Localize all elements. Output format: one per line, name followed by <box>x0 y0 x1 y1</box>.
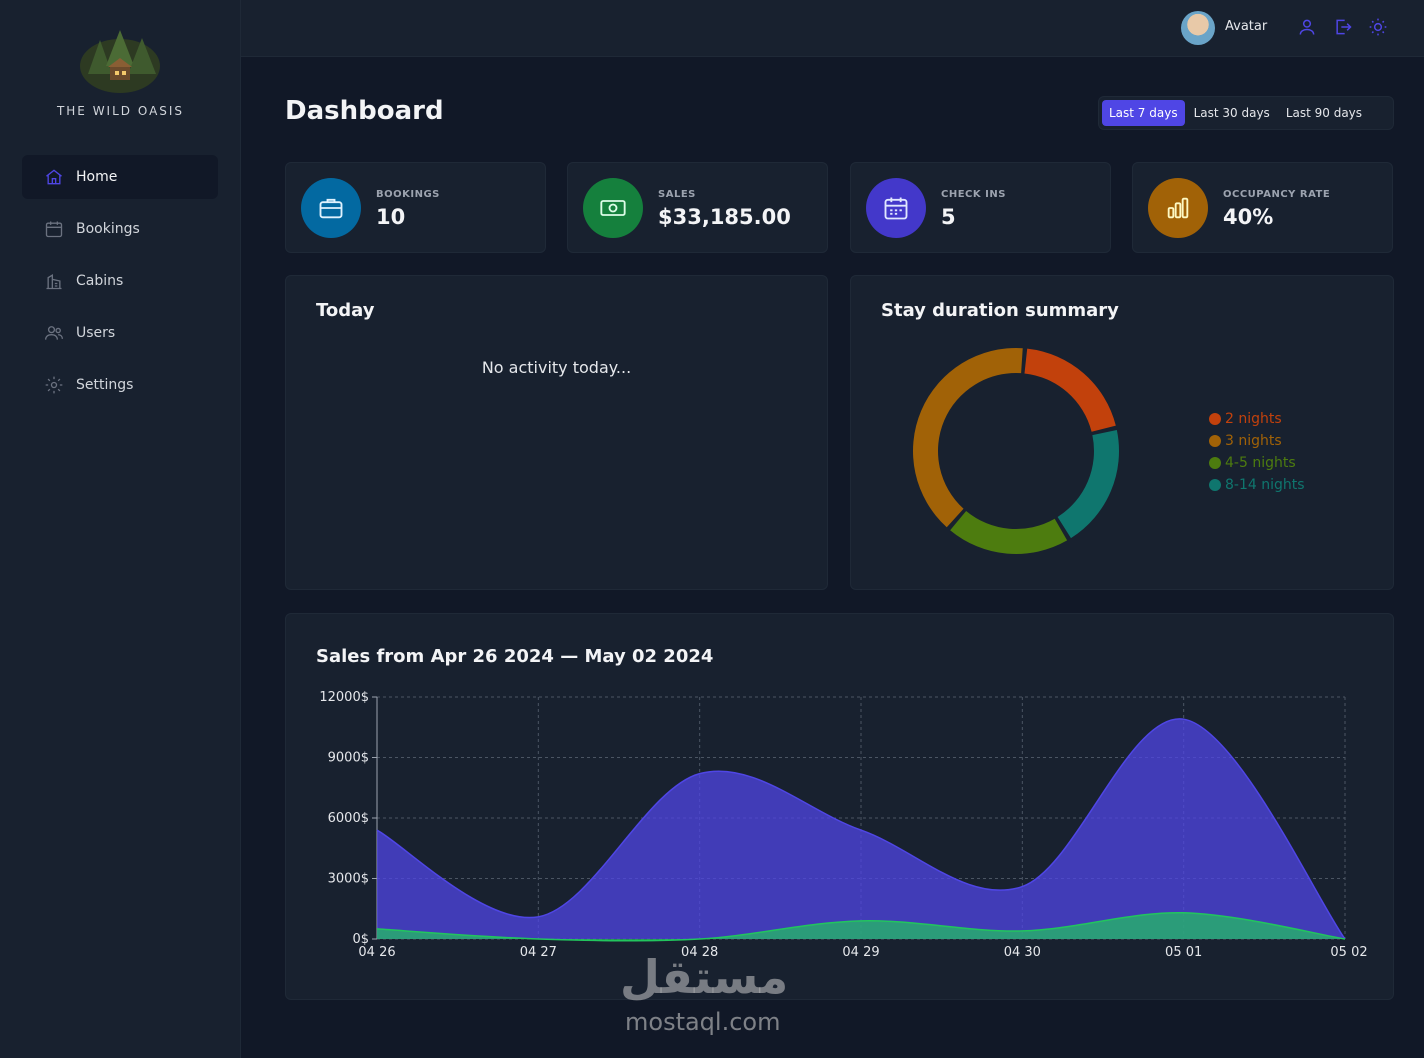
stat-check-ins: CHECK INS 5 <box>850 162 1111 253</box>
donut-slice-8-14-nights[interactable] <box>1057 430 1119 539</box>
avatar[interactable] <box>1181 11 1215 45</box>
stat-label: BOOKINGS <box>376 189 440 200</box>
sidebar-item-cabins[interactable]: Cabins <box>22 259 218 303</box>
legend-dot <box>1209 457 1221 469</box>
area-series-0 <box>377 718 1345 939</box>
sidebar-item-settings[interactable]: Settings <box>22 363 218 407</box>
sidebar: THE WILD OASIS Home Bookings Cabins User… <box>0 0 241 1058</box>
legend-label: 4-5 nights <box>1225 455 1296 471</box>
user-icon[interactable] <box>1297 17 1317 37</box>
calendar-icon <box>44 219 64 239</box>
stat-label: OCCUPANCY RATE <box>1223 189 1331 200</box>
x-tick-label: 05 02 <box>1330 945 1367 960</box>
line-series-1 <box>376 912 1346 942</box>
legend-item: 2 nights <box>1209 408 1305 430</box>
y-tick-label: 9000$ <box>328 751 369 766</box>
users-icon <box>44 323 64 343</box>
x-tick-label: 05 01 <box>1165 945 1202 960</box>
filter-last-30-days[interactable]: Last 30 days <box>1193 106 1270 120</box>
x-tick-label: 04 26 <box>358 945 395 960</box>
stat-value: 5 <box>941 205 956 229</box>
top-header: Avatar <box>241 0 1424 57</box>
main-nav: Home Bookings Cabins Users Settings <box>22 155 218 415</box>
avatar-name[interactable]: Avatar <box>1225 19 1268 34</box>
y-tick-label: 3000$ <box>328 872 369 887</box>
calendar-days-icon <box>866 178 926 238</box>
bar-chart-icon <box>1148 178 1208 238</box>
x-tick-label: 04 29 <box>842 945 879 960</box>
stay-duration-title: Stay duration summary <box>881 300 1119 321</box>
stat-occupancy-rate: OCCUPANCY RATE 40% <box>1132 162 1393 253</box>
x-tick-label: 04 28 <box>681 945 718 960</box>
stat-sales: SALES $33,185.00 <box>567 162 828 253</box>
stat-label: SALES <box>658 189 696 200</box>
no-activity-text: No activity today... <box>481 358 632 377</box>
donut-chart <box>913 348 1119 554</box>
stay-duration-panel: Stay duration summary 2 nights 3 nights … <box>850 275 1394 590</box>
sidebar-item-home[interactable]: Home <box>22 155 218 199</box>
area-series-1 <box>377 912 1345 941</box>
sidebar-item-label: Users <box>76 325 116 341</box>
donut-slice-4-5-nights[interactable] <box>950 510 1068 554</box>
stat-label: CHECK INS <box>941 189 1006 200</box>
stat-value: $33,185.00 <box>658 205 791 229</box>
today-panel: Today No activity today... <box>285 275 828 590</box>
sales-panel: Sales from Apr 26 2024 — May 02 2024 0$ 3… <box>285 613 1394 1000</box>
stat-value: 10 <box>376 205 406 229</box>
legend-dot <box>1209 479 1221 491</box>
legend-item: 4-5 nights <box>1209 452 1305 474</box>
stat-value: 40% <box>1223 205 1274 229</box>
donut-legend: 2 nights 3 nights 4-5 nights 8-14 nights <box>1209 408 1305 496</box>
x-tick-label: 04 27 <box>520 945 557 960</box>
donut-slice-3-nights[interactable] <box>913 348 1023 528</box>
logo <box>78 26 162 94</box>
sales-area-chart: 0$ 3000$ 6000$ 9000$ 12000$ 04 26 04 27 04 28 04… <box>319 690 1367 960</box>
sidebar-item-users[interactable]: Users <box>22 311 218 355</box>
legend-item: 3 nights <box>1209 430 1305 452</box>
page-title: Dashboard <box>285 96 444 126</box>
legend-dot <box>1209 435 1221 447</box>
sun-icon[interactable] <box>1368 17 1388 37</box>
banknote-icon <box>583 178 643 238</box>
watermark: mostaql.com <box>625 1008 781 1036</box>
sidebar-item-label: Bookings <box>76 221 140 237</box>
legend-dot <box>1209 413 1221 425</box>
watermark-arabic: مستقل <box>620 950 789 1004</box>
stat-bookings: BOOKINGS 10 <box>285 162 546 253</box>
sidebar-item-label: Home <box>76 169 118 185</box>
home-icon <box>44 167 64 187</box>
filter-last-7-days[interactable]: Last 7 days <box>1102 100 1185 126</box>
filter-last-90-days[interactable]: Last 90 days <box>1285 106 1363 120</box>
legend-label: 3 nights <box>1225 433 1282 449</box>
y-tick-label: 6000$ <box>328 811 369 826</box>
today-title: Today <box>316 300 375 321</box>
donut-slice-2-nights[interactable] <box>1024 348 1116 432</box>
x-tick-label: 04 30 <box>1004 945 1041 960</box>
sales-title: Sales from Apr 26 2024 — May 02 2024 <box>316 646 714 667</box>
gear-icon <box>44 375 64 395</box>
sidebar-item-label: Settings <box>76 377 134 393</box>
logout-icon[interactable] <box>1333 17 1353 37</box>
y-tick-label: 0$ <box>352 932 369 947</box>
briefcase-icon <box>301 178 361 238</box>
legend-label: 2 nights <box>1225 411 1282 427</box>
cabin-icon <box>44 271 64 291</box>
date-filter: Last 7 days Last 30 days Last 90 days <box>1098 96 1394 130</box>
sidebar-item-bookings[interactable]: Bookings <box>22 207 218 251</box>
y-tick-label: 12000$ <box>319 690 369 705</box>
line-series-0 <box>376 718 1346 940</box>
logo-text: THE WILD OASIS <box>56 104 185 118</box>
sidebar-item-label: Cabins <box>76 273 124 289</box>
legend-label: 8-14 nights <box>1225 477 1305 493</box>
legend-item: 8-14 nights <box>1209 474 1305 496</box>
